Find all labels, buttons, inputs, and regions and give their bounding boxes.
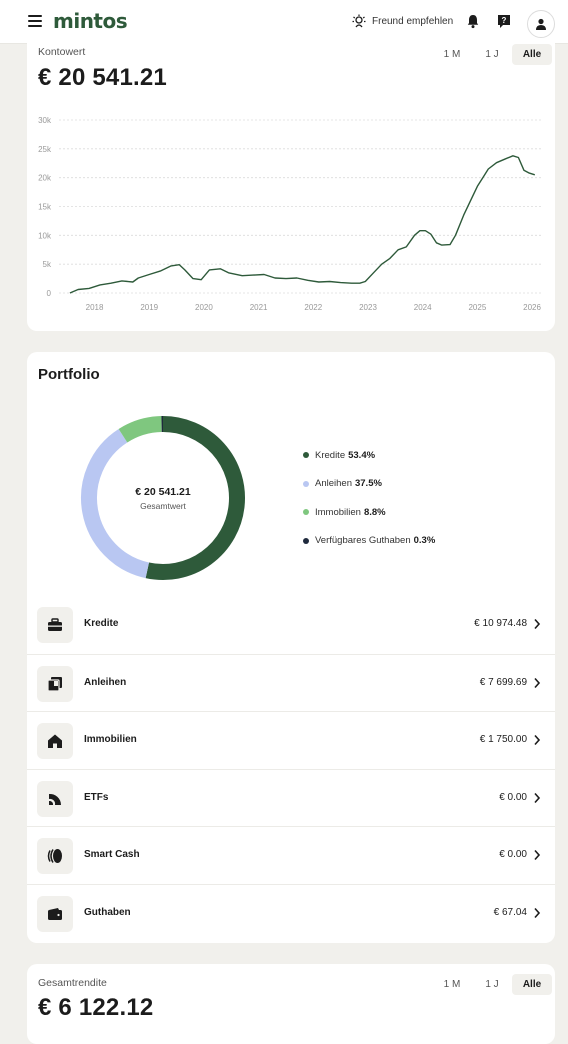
asset-amount: € 7 699.69 <box>480 677 527 688</box>
chevron-right-icon <box>533 792 541 804</box>
donut-total-value: € 20 541.21 <box>135 486 190 498</box>
x-tick-label: 2023 <box>359 303 377 312</box>
asset-name: ETFs <box>84 792 108 803</box>
profile-avatar[interactable] <box>527 10 555 38</box>
account-value-chart: 30k 25k 20k 15k 10k 5k 0 2018 2019 2020 2021 2022 20… <box>27 110 555 320</box>
asset-row-anleihen[interactable]: Anleihen € 7 699.69 <box>27 654 555 712</box>
asset-row-guthaben[interactable]: Guthaben € 67.04 <box>27 884 555 942</box>
y-tick-label: 20k <box>38 174 52 183</box>
x-tick-label: 2024 <box>414 303 432 312</box>
total-returns-card: Gesamtrendite € 6 122.12 1 M 1 J Alle <box>27 964 555 1044</box>
chevron-right-icon <box>533 849 541 861</box>
asset-row-immobilien[interactable]: Immobilien € 1 750.00 <box>27 711 555 769</box>
asset-row-kredite[interactable]: Kredite € 10 974.48 <box>27 596 555 654</box>
legend-dot <box>303 538 309 544</box>
range-tab-1y[interactable]: 1 J <box>472 974 512 995</box>
range-tabs: 1 M 1 J Alle <box>432 44 552 65</box>
account-value-label: Kontowert <box>38 46 85 58</box>
chevron-right-icon <box>533 677 541 689</box>
range-tab-1m[interactable]: 1 M <box>432 44 472 65</box>
y-tick-label: 30k <box>38 116 52 125</box>
briefcase-icon <box>37 607 73 643</box>
x-tick-label: 2025 <box>468 303 486 312</box>
donut-total-label: Gesamtwert <box>140 501 186 511</box>
asset-amount: € 10 974.48 <box>474 618 527 629</box>
range-tab-1m[interactable]: 1 M <box>432 974 472 995</box>
x-tick-label: 2022 <box>304 303 322 312</box>
y-tick-label: 10k <box>38 231 52 240</box>
house-icon <box>37 723 73 759</box>
asset-row-smart-cash[interactable]: Smart Cash € 0.00 <box>27 826 555 884</box>
y-tick-label: 5k <box>43 260 52 269</box>
asset-name: Guthaben <box>84 907 131 918</box>
legend-label: Immobilien <box>315 507 361 518</box>
x-tick-label: 2020 <box>195 303 213 312</box>
refer-friend-icon <box>352 14 366 28</box>
refer-friend-link[interactable]: Freund empfehlen <box>352 14 453 28</box>
asset-amount: € 0.00 <box>499 849 527 860</box>
y-tick-label: 0 <box>47 289 52 298</box>
legend-dot <box>303 481 309 487</box>
x-tick-label: 2019 <box>140 303 158 312</box>
x-tick-label: 2026 <box>523 303 541 312</box>
range-tab-all[interactable]: Alle <box>512 44 552 65</box>
portfolio-card: Portfolio € 20 541.21 Gesamtwert Kredite… <box>27 352 555 943</box>
y-tick-label: 25k <box>38 145 52 154</box>
help-icon[interactable]: ? <box>496 13 512 29</box>
legend-pct: 8.8% <box>364 507 386 518</box>
account-value-card: Kontowert € 20 541.21 1 M 1 J Alle 30k 25… <box>27 40 555 331</box>
legend-item-kredite: Kredite 53.4% <box>303 448 435 462</box>
account-value-amount: € 20 541.21 <box>38 64 167 92</box>
range-tab-all[interactable]: Alle <box>512 974 552 995</box>
returns-range-tabs: 1 M 1 J Alle <box>432 974 552 995</box>
x-tick-label: 2018 <box>86 303 104 312</box>
asset-name: Kredite <box>84 618 118 629</box>
legend-pct: 0.3% <box>414 535 436 546</box>
legend-item-guthaben: Verfügbares Guthaben 0.3% <box>303 534 435 548</box>
total-returns-label: Gesamtrendite <box>38 977 107 989</box>
user-icon <box>535 18 547 30</box>
series-line <box>70 156 535 293</box>
legend-label: Anleihen <box>315 478 352 489</box>
range-tab-1y[interactable]: 1 J <box>472 44 512 65</box>
legend-label: Verfügbares Guthaben <box>315 535 411 546</box>
portfolio-donut: € 20 541.21 Gesamtwert <box>79 414 247 582</box>
legend-dot <box>303 509 309 515</box>
total-returns-amount: € 6 122.12 <box>38 994 153 1022</box>
y-tick-label: 15k <box>38 203 52 212</box>
asset-row-etfs[interactable]: ETFs € 0.00 <box>27 769 555 827</box>
pie-slices-icon <box>37 781 73 817</box>
asset-name: Anleihen <box>84 677 126 688</box>
mintos-logo[interactable]: mintos <box>53 9 127 33</box>
legend-label: Kredite <box>315 450 345 461</box>
bond-certificate-icon <box>37 666 73 702</box>
top-bar: mintos Freund empfehlen ? <box>0 0 568 44</box>
legend-pct: 53.4% <box>348 450 375 461</box>
refer-friend-label: Freund empfehlen <box>372 16 453 27</box>
chevron-right-icon <box>533 907 541 919</box>
chevron-right-icon <box>533 618 541 630</box>
asset-name: Smart Cash <box>84 849 140 860</box>
asset-amount: € 67.04 <box>494 907 527 918</box>
portfolio-legend: Kredite 53.4% Anleihen 37.5% Immobilien … <box>303 448 435 562</box>
wallet-icon <box>37 896 73 932</box>
bell-icon[interactable] <box>465 13 481 29</box>
x-tick-label: 2021 <box>250 303 268 312</box>
legend-dot <box>303 452 309 458</box>
asset-amount: € 1 750.00 <box>480 734 527 745</box>
coins-stack-icon <box>37 838 73 874</box>
chevron-right-icon <box>533 734 541 746</box>
asset-list: Kredite € 10 974.48 Anleihen € 7 699.69 … <box>27 596 555 941</box>
portfolio-title: Portfolio <box>38 366 100 383</box>
asset-name: Immobilien <box>84 734 137 745</box>
legend-item-anleihen: Anleihen 37.5% <box>303 477 435 491</box>
legend-item-immobilien: Immobilien 8.8% <box>303 505 435 519</box>
legend-pct: 37.5% <box>355 478 382 489</box>
svg-text:?: ? <box>502 16 507 25</box>
asset-amount: € 0.00 <box>499 792 527 803</box>
menu-icon[interactable] <box>28 15 42 27</box>
